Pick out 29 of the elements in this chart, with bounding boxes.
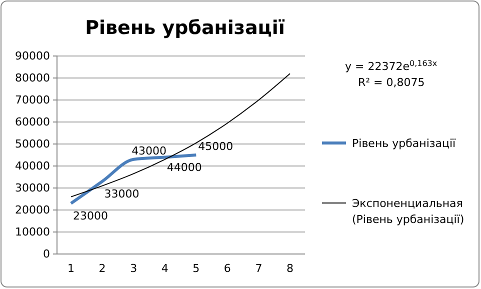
- x-tick-label: 6: [224, 262, 231, 275]
- data-label: 23000: [73, 209, 108, 222]
- y-tick-label: 10000: [15, 226, 50, 239]
- y-tick-label: 40000: [15, 160, 50, 173]
- legend-label: Рівень урбанізації: [352, 137, 457, 150]
- chart-title: Рівень урбанізації: [85, 17, 286, 39]
- text: R² = 0,8075: [358, 76, 425, 89]
- x-tick-label: 5: [192, 262, 200, 275]
- y-tick-label: 0: [43, 248, 50, 261]
- x-tick-label: 7: [255, 262, 262, 275]
- data-label: 43000: [132, 144, 167, 158]
- y-tick-label: 20000: [15, 204, 50, 217]
- y-tick-label: 60000: [15, 116, 50, 129]
- y-tick-label: 50000: [15, 138, 50, 151]
- y-tick-label: 80000: [15, 72, 50, 85]
- y-tick-label: 30000: [15, 182, 50, 195]
- x-tick-label: 4: [161, 262, 168, 275]
- text: y = 22372e$^{0,163x}$: [345, 58, 438, 73]
- data-label: 45000: [198, 140, 234, 153]
- data-label: 44000: [166, 161, 202, 174]
- line-series: [70, 73, 290, 198]
- legend-label: Экспоненциальная (Рівень урбанізації): [352, 197, 464, 226]
- data-label: 33000: [104, 187, 140, 200]
- x-tick-label: 1: [68, 262, 74, 275]
- x-tick-label: 8: [286, 262, 294, 275]
- y-tick-label: 90000: [15, 50, 50, 63]
- x-tick-label: 2: [98, 262, 106, 275]
- x-tick-label: 3: [130, 262, 138, 275]
- y-tick-label: 70000: [15, 94, 50, 107]
